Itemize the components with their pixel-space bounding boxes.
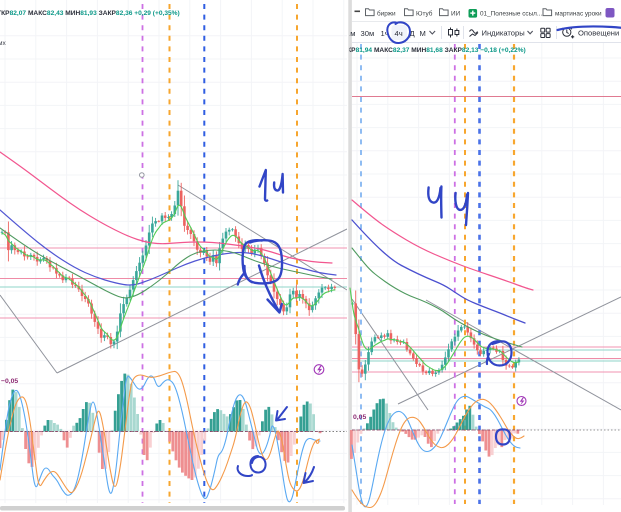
svg-text:ИИ: ИИ [451,11,461,18]
svg-text:мх: мх [0,40,6,47]
svg-text:4ч: 4ч [395,29,403,38]
svg-text:Д: Д [410,29,415,38]
svg-text:Ютуб: Ютуб [416,10,433,18]
svg-text:Оповещени: Оповещени [578,29,619,38]
svg-text:ОТКР81,94 МАКС82,37 МИН81,68 З: ОТКР81,94 МАКС82,37 МИН81,68 ЗАКР82,13 −… [338,47,526,54]
svg-text:М: М [420,29,426,38]
svg-text:1м: 1м [346,29,355,38]
svg-text:Индикаторы: Индикаторы [482,29,525,38]
svg-text:−0,05: −0,05 [1,378,18,385]
svg-text:0,05: 0,05 [353,414,366,421]
svg-text:мартинас уроки: мартинас уроки [555,11,602,18]
svg-text:1ч: 1ч [381,29,389,38]
svg-text:ОТКР82,07 МАКС82,43 МИН81,93 З: ОТКР82,07 МАКС82,43 МИН81,93 ЗАКР82,36 +… [0,10,180,17]
svg-text:биржи: биржи [377,10,396,18]
svg-text:30м: 30м [361,29,375,38]
svg-text:01_Полезные ссыл...: 01_Полезные ссыл... [480,11,542,18]
